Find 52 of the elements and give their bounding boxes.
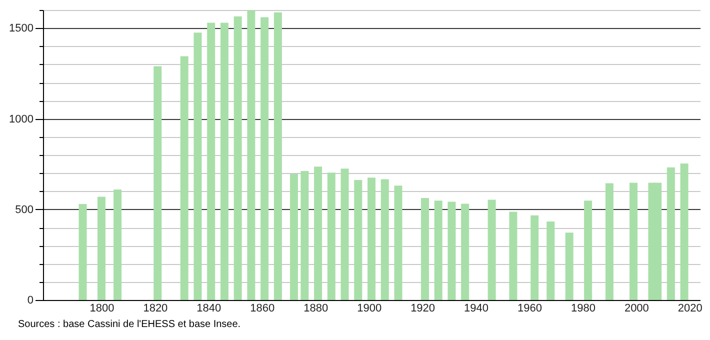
bar <box>234 16 242 300</box>
bar <box>509 212 518 300</box>
bar <box>194 32 202 300</box>
x-tick-label: 1820 <box>143 302 168 314</box>
bar <box>630 182 638 300</box>
bar <box>666 167 675 300</box>
bar <box>314 166 322 300</box>
bar <box>114 189 122 300</box>
x-tick-label: 1960 <box>517 302 542 314</box>
bar <box>220 22 228 300</box>
bar <box>97 196 106 300</box>
bar <box>180 56 188 300</box>
bar <box>340 168 349 300</box>
x-tick-label: 1800 <box>90 302 114 314</box>
x-tick-label: 2000 <box>624 302 649 314</box>
x-tick-label: 1860 <box>250 302 275 314</box>
x-tick-label: 1920 <box>410 302 436 314</box>
bar <box>488 200 496 300</box>
bar <box>247 10 256 300</box>
y-tick-label: 1500 <box>9 22 34 35</box>
bar <box>584 200 592 300</box>
y-tick-label: 0 <box>27 294 34 306</box>
bar <box>448 202 456 300</box>
x-tick-label: 1980 <box>570 302 596 314</box>
bar <box>260 17 269 300</box>
x-tick-label: 1940 <box>464 302 489 314</box>
x-tick-label: 2020 <box>678 302 702 314</box>
y-tick-label: 1000 <box>9 113 34 126</box>
bar <box>154 66 162 300</box>
bar <box>354 180 362 300</box>
bar <box>78 204 87 300</box>
x-tick-label: 1880 <box>304 302 328 314</box>
x-tick-label: 1840 <box>196 302 222 314</box>
bar <box>207 22 216 300</box>
bar <box>565 232 574 300</box>
bar <box>546 222 555 300</box>
bar <box>605 183 614 300</box>
bar <box>327 172 336 300</box>
bar <box>380 179 389 300</box>
bar <box>434 200 442 300</box>
x-tick-label: 1900 <box>357 302 382 314</box>
bar <box>274 12 282 300</box>
bar <box>680 164 688 300</box>
y-tick-label: 500 <box>15 204 34 216</box>
source-note: Sources : base Cassini de l'EHESS et base Insee. <box>18 319 241 330</box>
bar <box>290 174 298 300</box>
bar <box>461 204 470 300</box>
bar <box>394 186 402 300</box>
bar <box>368 178 376 300</box>
bar <box>300 170 309 300</box>
bar <box>530 215 539 300</box>
bar <box>420 198 429 300</box>
